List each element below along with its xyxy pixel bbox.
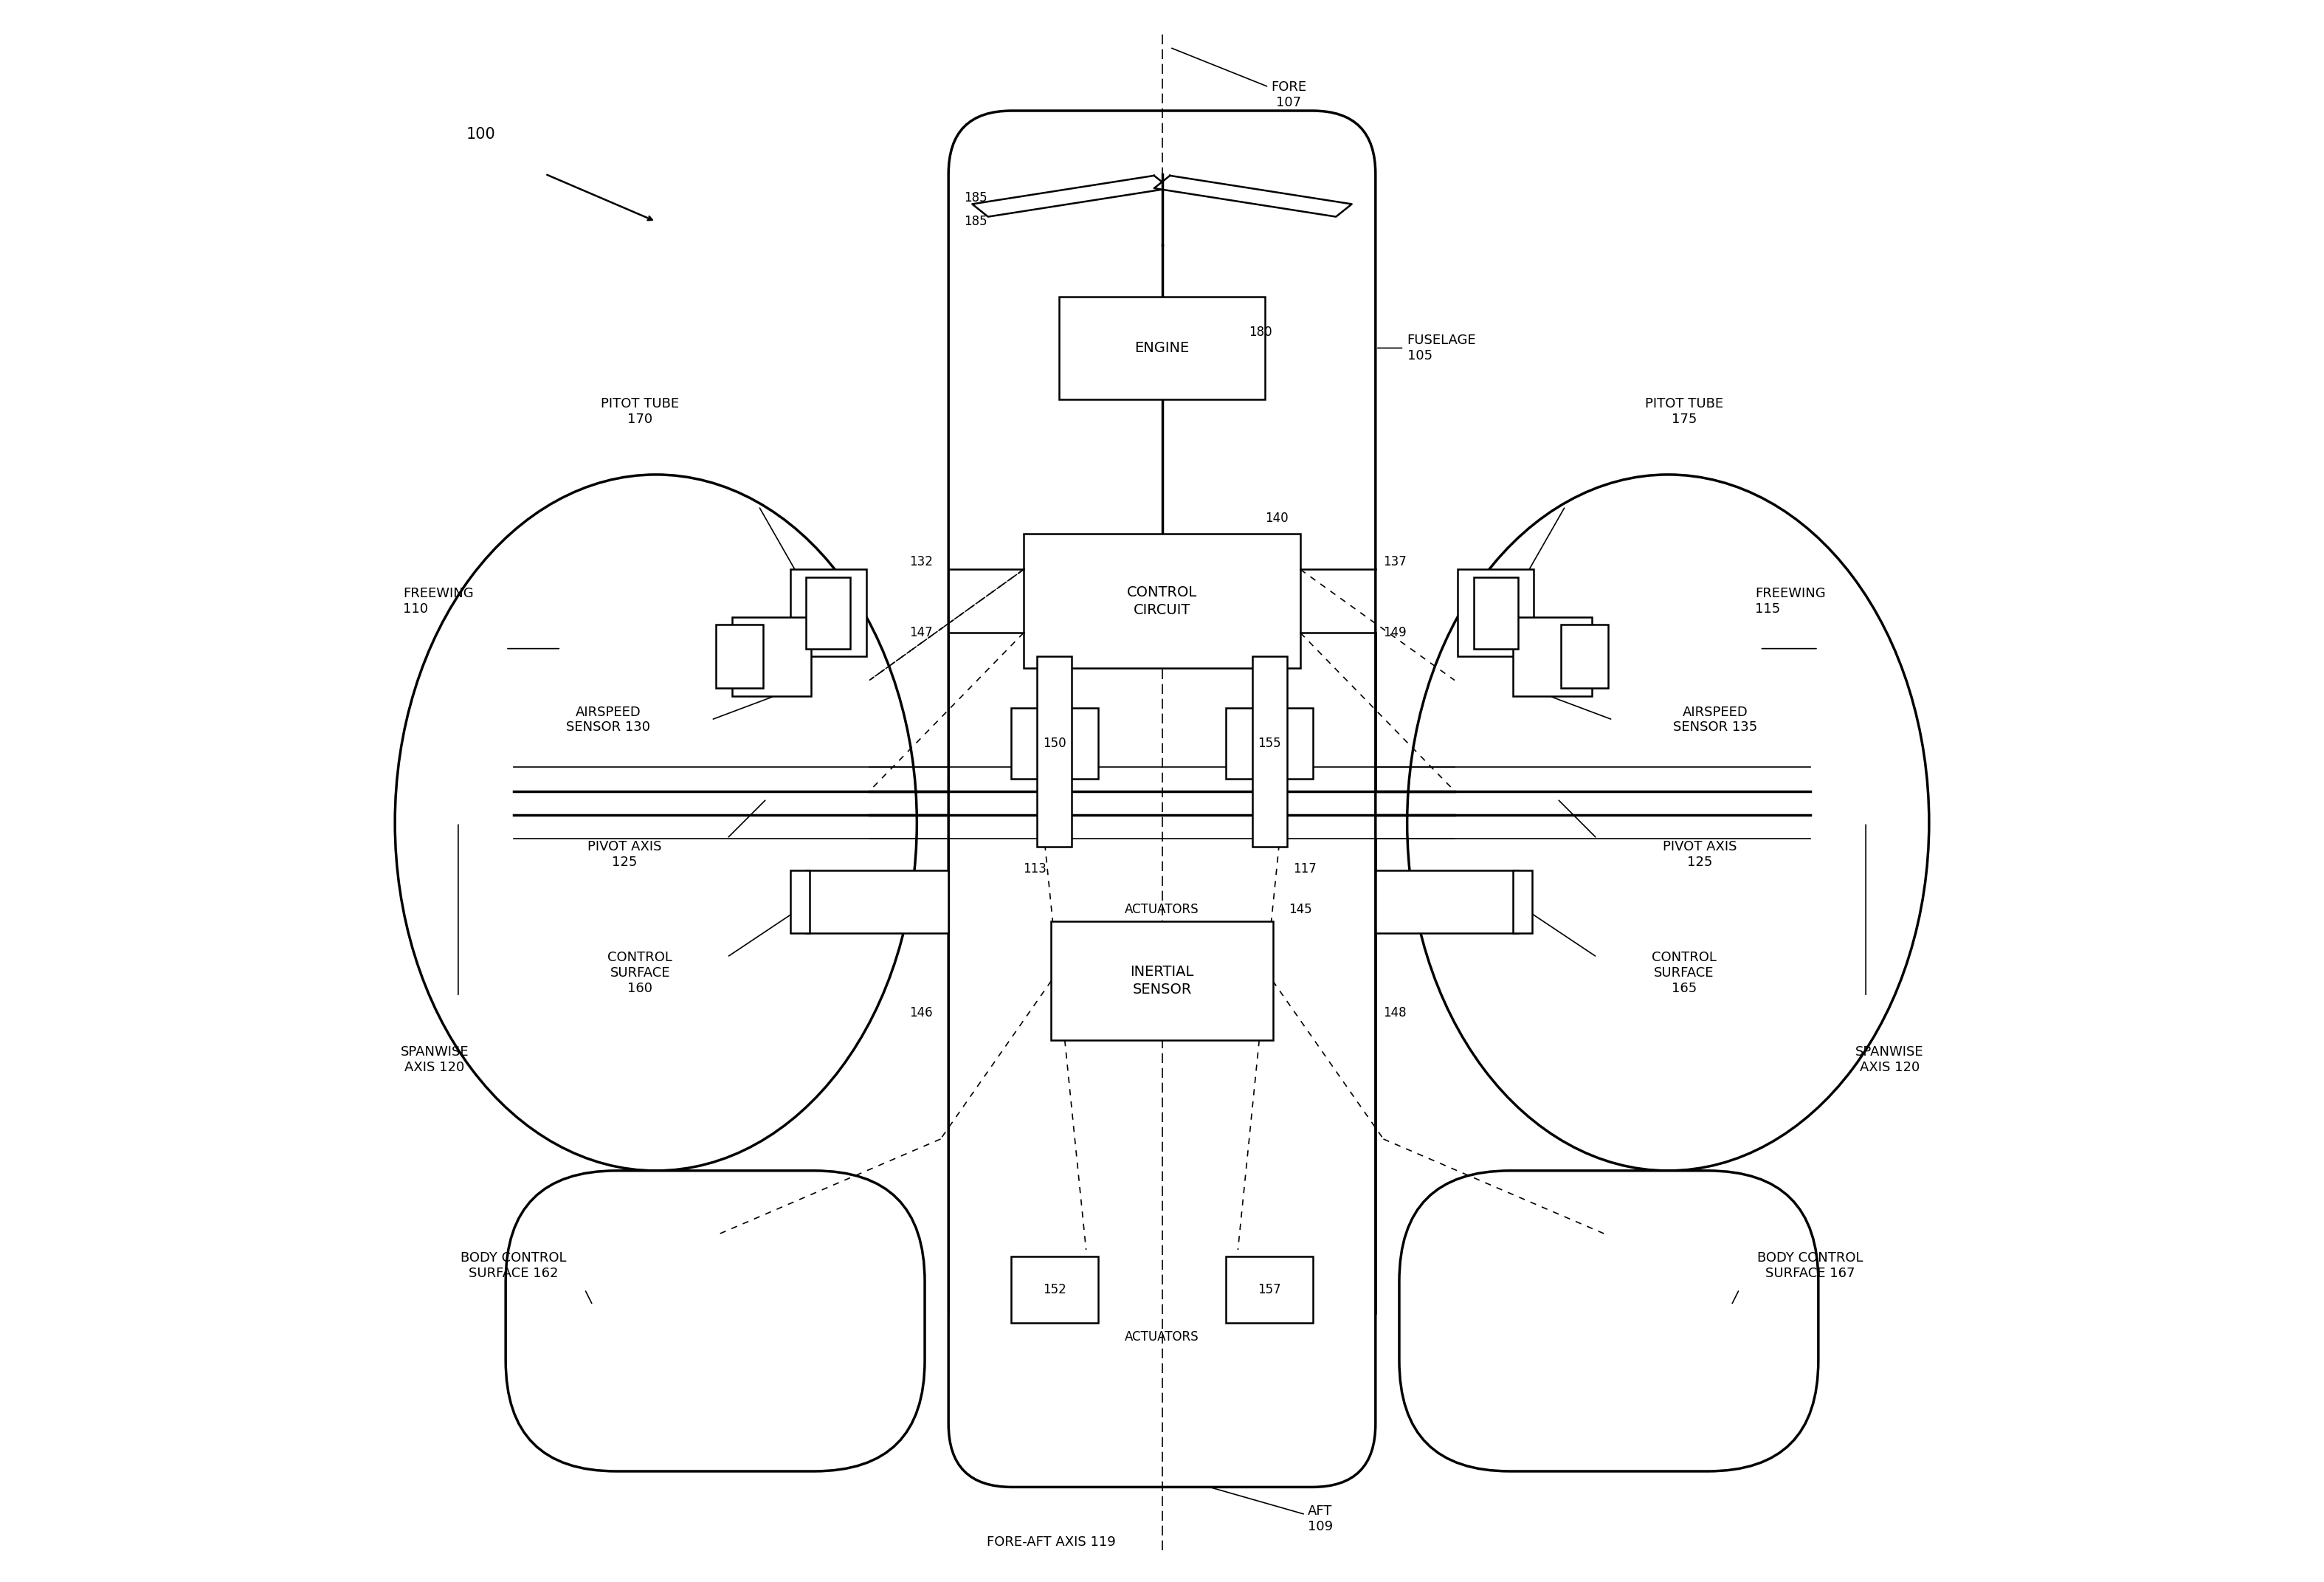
Text: 137: 137 [1383,555,1406,568]
Text: PIVOT AXIS
125: PIVOT AXIS 125 [1662,840,1736,869]
Text: FREEWING
115: FREEWING 115 [1755,587,1827,615]
Polygon shape [1155,176,1353,217]
Text: 117: 117 [1292,862,1318,875]
Text: ACTUATORS: ACTUATORS [1125,1330,1199,1343]
Bar [732,617,811,696]
Bar [1011,1256,1097,1323]
Bar [1559,625,1608,688]
Text: 150: 150 [1043,737,1067,750]
Text: 149: 149 [1383,626,1406,639]
Text: CONTROL
CIRCUIT: CONTROL CIRCUIT [1127,585,1197,617]
Text: 113: 113 [1023,862,1046,875]
Text: FREEWING
110: FREEWING 110 [402,587,474,615]
Text: FORE
107: FORE 107 [1171,47,1306,109]
Bar [1037,657,1071,846]
Bar [806,870,948,933]
Bar [790,870,809,933]
Bar [1457,570,1534,657]
Text: AIRSPEED
SENSOR 135: AIRSPEED SENSOR 135 [1673,706,1757,734]
Text: 100: 100 [467,127,495,142]
FancyBboxPatch shape [507,1171,925,1471]
Bar [1473,577,1518,649]
Ellipse shape [1406,475,1929,1171]
Text: 157: 157 [1257,1283,1281,1296]
Text: 152: 152 [1043,1283,1067,1296]
Text: ACTUATORS: ACTUATORS [1125,903,1199,916]
Text: 185: 185 [964,215,988,228]
Bar [1513,870,1532,933]
Text: 148: 148 [1383,1006,1406,1019]
Text: PITOT TUBE
175: PITOT TUBE 175 [1645,397,1722,426]
Text: FUSELAGE
105: FUSELAGE 105 [1406,334,1476,362]
Text: SPANWISE
AXIS 120: SPANWISE AXIS 120 [400,1046,469,1074]
Text: 145: 145 [1287,903,1311,916]
Text: CONTROL
SURFACE
160: CONTROL SURFACE 160 [607,951,672,995]
Text: BODY CONTROL
SURFACE 167: BODY CONTROL SURFACE 167 [1757,1251,1864,1280]
Text: SPANWISE
AXIS 120: SPANWISE AXIS 120 [1855,1046,1924,1074]
Polygon shape [971,176,1169,217]
Bar [1513,617,1592,696]
Text: 185: 185 [964,191,988,204]
Text: CONTROL
SURFACE
165: CONTROL SURFACE 165 [1652,951,1717,995]
Bar [1060,297,1264,399]
Text: 140: 140 [1264,511,1287,525]
Text: 132: 132 [909,555,932,568]
Bar [1376,870,1518,933]
Bar [1227,707,1313,778]
Bar [1253,657,1287,846]
Bar [1050,921,1274,1041]
Text: AIRSPEED
SENSOR 130: AIRSPEED SENSOR 130 [567,706,651,734]
Text: PITOT TUBE
170: PITOT TUBE 170 [602,397,679,426]
Text: 146: 146 [909,1006,932,1019]
Bar [716,625,765,688]
Bar [1023,535,1301,668]
Ellipse shape [395,475,918,1171]
Bar [806,577,851,649]
Text: FORE-AFT AXIS 119: FORE-AFT AXIS 119 [988,1536,1116,1549]
Text: ENGINE: ENGINE [1134,342,1190,354]
Text: 155: 155 [1257,737,1281,750]
Bar [1011,707,1097,778]
Text: PIVOT AXIS
125: PIVOT AXIS 125 [588,840,662,869]
Text: 147: 147 [909,626,932,639]
FancyBboxPatch shape [1399,1171,1817,1471]
Bar [790,570,867,657]
Text: BODY CONTROL
SURFACE 162: BODY CONTROL SURFACE 162 [460,1251,567,1280]
Text: AFT
109: AFT 109 [1211,1487,1332,1533]
Bar [1227,1256,1313,1323]
Text: INERTIAL
SENSOR: INERTIAL SENSOR [1129,965,1195,997]
FancyBboxPatch shape [948,111,1376,1487]
Text: 180: 180 [1248,326,1271,339]
